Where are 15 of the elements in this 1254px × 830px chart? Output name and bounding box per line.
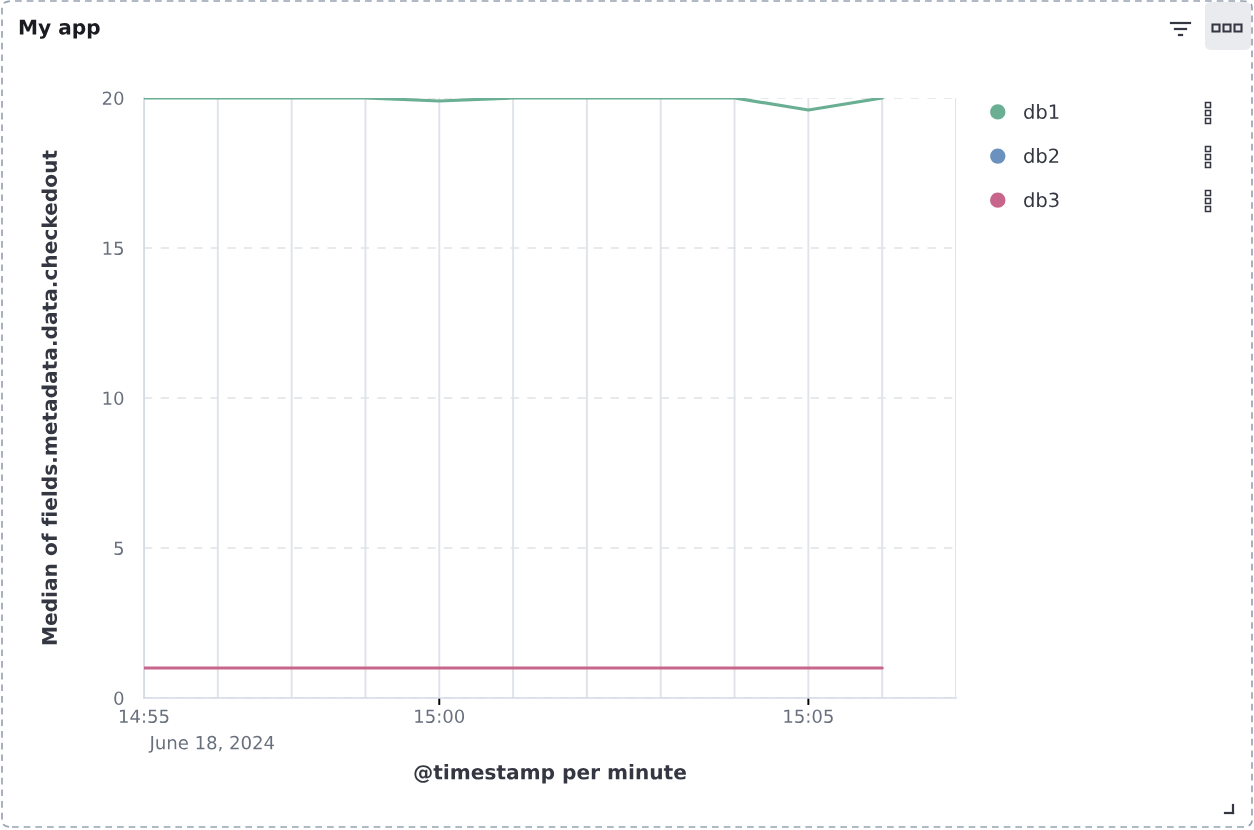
x-tick-label: 15:05 [784,709,833,724]
x-tick-label: 15:00 [415,709,465,724]
legend-label: db2 [1024,148,1059,164]
y-tick-label: 0 [114,691,124,706]
y-axis-title: Median of fields.metadata.data.checkedout [41,150,58,645]
y-tick-label: 15 [103,241,123,256]
x-tick-label: 14:55 [119,709,169,724]
y-tick-label: 10 [103,391,124,406]
chart-title: My app [19,19,100,39]
y-tick-label: 20 [102,91,124,106]
legend-label: db3 [1024,192,1059,208]
x-axis-title: @timestamp per minute [414,764,686,784]
y-tick-label: 5 [114,541,123,556]
legend-label: db1 [1024,104,1059,120]
text: June 18, 2024 [148,735,275,753]
